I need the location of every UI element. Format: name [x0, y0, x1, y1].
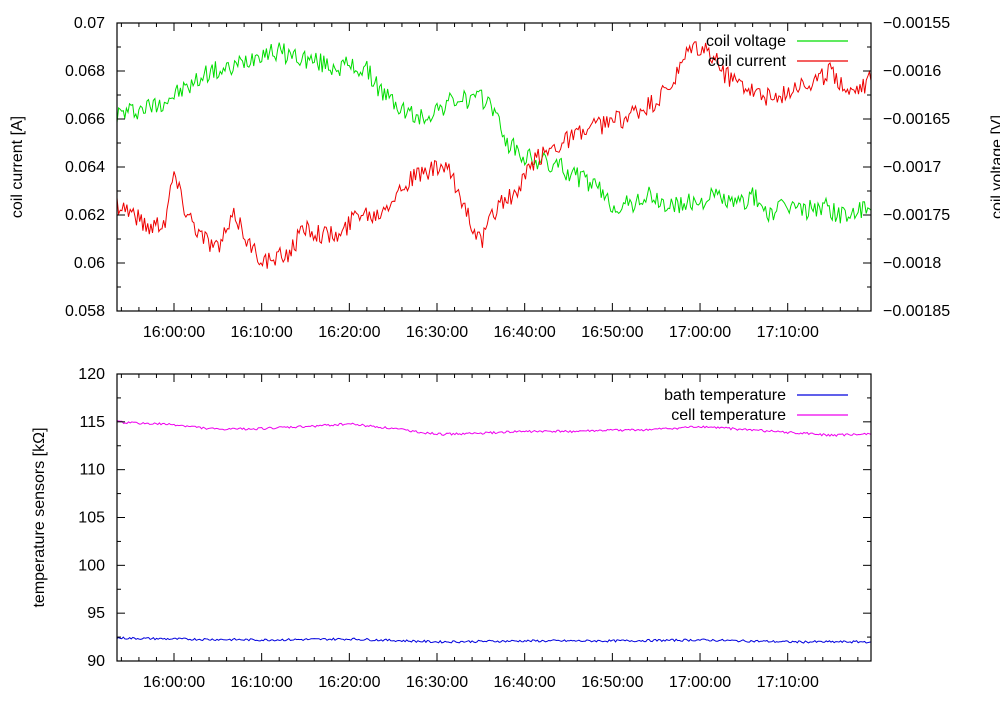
series-line-cell-temperature: [117, 420, 871, 437]
y-tick-label: 105: [78, 510, 105, 527]
y-tick-label: 0.062: [65, 207, 105, 224]
y-tick-label: 110: [79, 462, 105, 479]
x-tick-label: 17:00:00: [669, 674, 731, 691]
y-axis-title: coil current [A]: [9, 116, 26, 218]
y-tick-label: 120: [78, 366, 105, 383]
x-tick-label: 16:10:00: [231, 674, 293, 691]
y-tick-label: 95: [87, 605, 105, 622]
legend-label: coil voltage: [706, 33, 786, 50]
chart-panel-2: 16:00:00 16:10:00 16:20:00 16:30:00 16:40:00…: [31, 366, 872, 691]
x-tick-label: 17:10:00: [757, 324, 819, 341]
x-tick-label: 16:10:00: [231, 324, 293, 341]
legend: bath temperature cell temperature: [664, 387, 848, 424]
x-tick-label: 16:00:00: [143, 324, 205, 341]
y-tick-label: 0.064: [65, 159, 105, 176]
y-tick-label: 0.066: [65, 111, 105, 128]
chart-panel-1: 16:00:00 16:10:00 16:20:00 16:30:00 16:40:00…: [9, 15, 1000, 341]
y2-tick-label: −0.0016: [883, 63, 941, 80]
y-tick-label: 90: [87, 653, 105, 670]
y2-tick-label: −0.00175: [883, 207, 950, 224]
y-tick-label: 0.058: [65, 303, 105, 320]
x-tick-label: 16:20:00: [318, 674, 380, 691]
y-tick-label: 0.07: [74, 15, 105, 32]
y-tick-label: 100: [78, 557, 105, 574]
x-tick-label: 16:00:00: [143, 674, 205, 691]
legend-label: coil current: [708, 53, 787, 70]
x-tick-label: 17:00:00: [669, 324, 731, 341]
y2-axis-title: coil voltage [V]: [989, 115, 1000, 219]
legend-label: cell temperature: [671, 407, 786, 424]
y-axis-title: temperature sensors [kΩ]: [31, 427, 48, 607]
y2-tick-label: −0.0017: [883, 159, 941, 176]
x-tick-label: 16:30:00: [406, 674, 468, 691]
y-tick-label: 115: [79, 414, 105, 431]
y2-tick-label: −0.00165: [883, 111, 950, 128]
y-tick-label: 0.068: [65, 63, 105, 80]
y-tick-label: 0.06: [74, 255, 105, 272]
legend-label: bath temperature: [664, 387, 786, 404]
series-line-coil-voltage: [117, 42, 871, 224]
series-line-coil-current: [117, 41, 871, 269]
x-tick-label: 16:40:00: [494, 674, 556, 691]
series-group: [117, 41, 871, 269]
y2-tick-label: −0.00185: [883, 303, 950, 320]
x-tick-label: 17:10:00: [757, 674, 819, 691]
series-group: [117, 420, 871, 644]
x-tick-label: 16:20:00: [318, 324, 380, 341]
x-tick-label: 16:50:00: [581, 674, 643, 691]
y2-tick-label: −0.00155: [883, 15, 950, 32]
legend: coil voltage coil current: [706, 33, 848, 70]
x-tick-label: 16:30:00: [406, 324, 468, 341]
y2-tick-label: −0.0018: [883, 255, 941, 272]
x-tick-label: 16:40:00: [494, 324, 556, 341]
series-line-bath-temperature: [117, 636, 871, 644]
x-tick-label: 16:50:00: [581, 324, 643, 341]
